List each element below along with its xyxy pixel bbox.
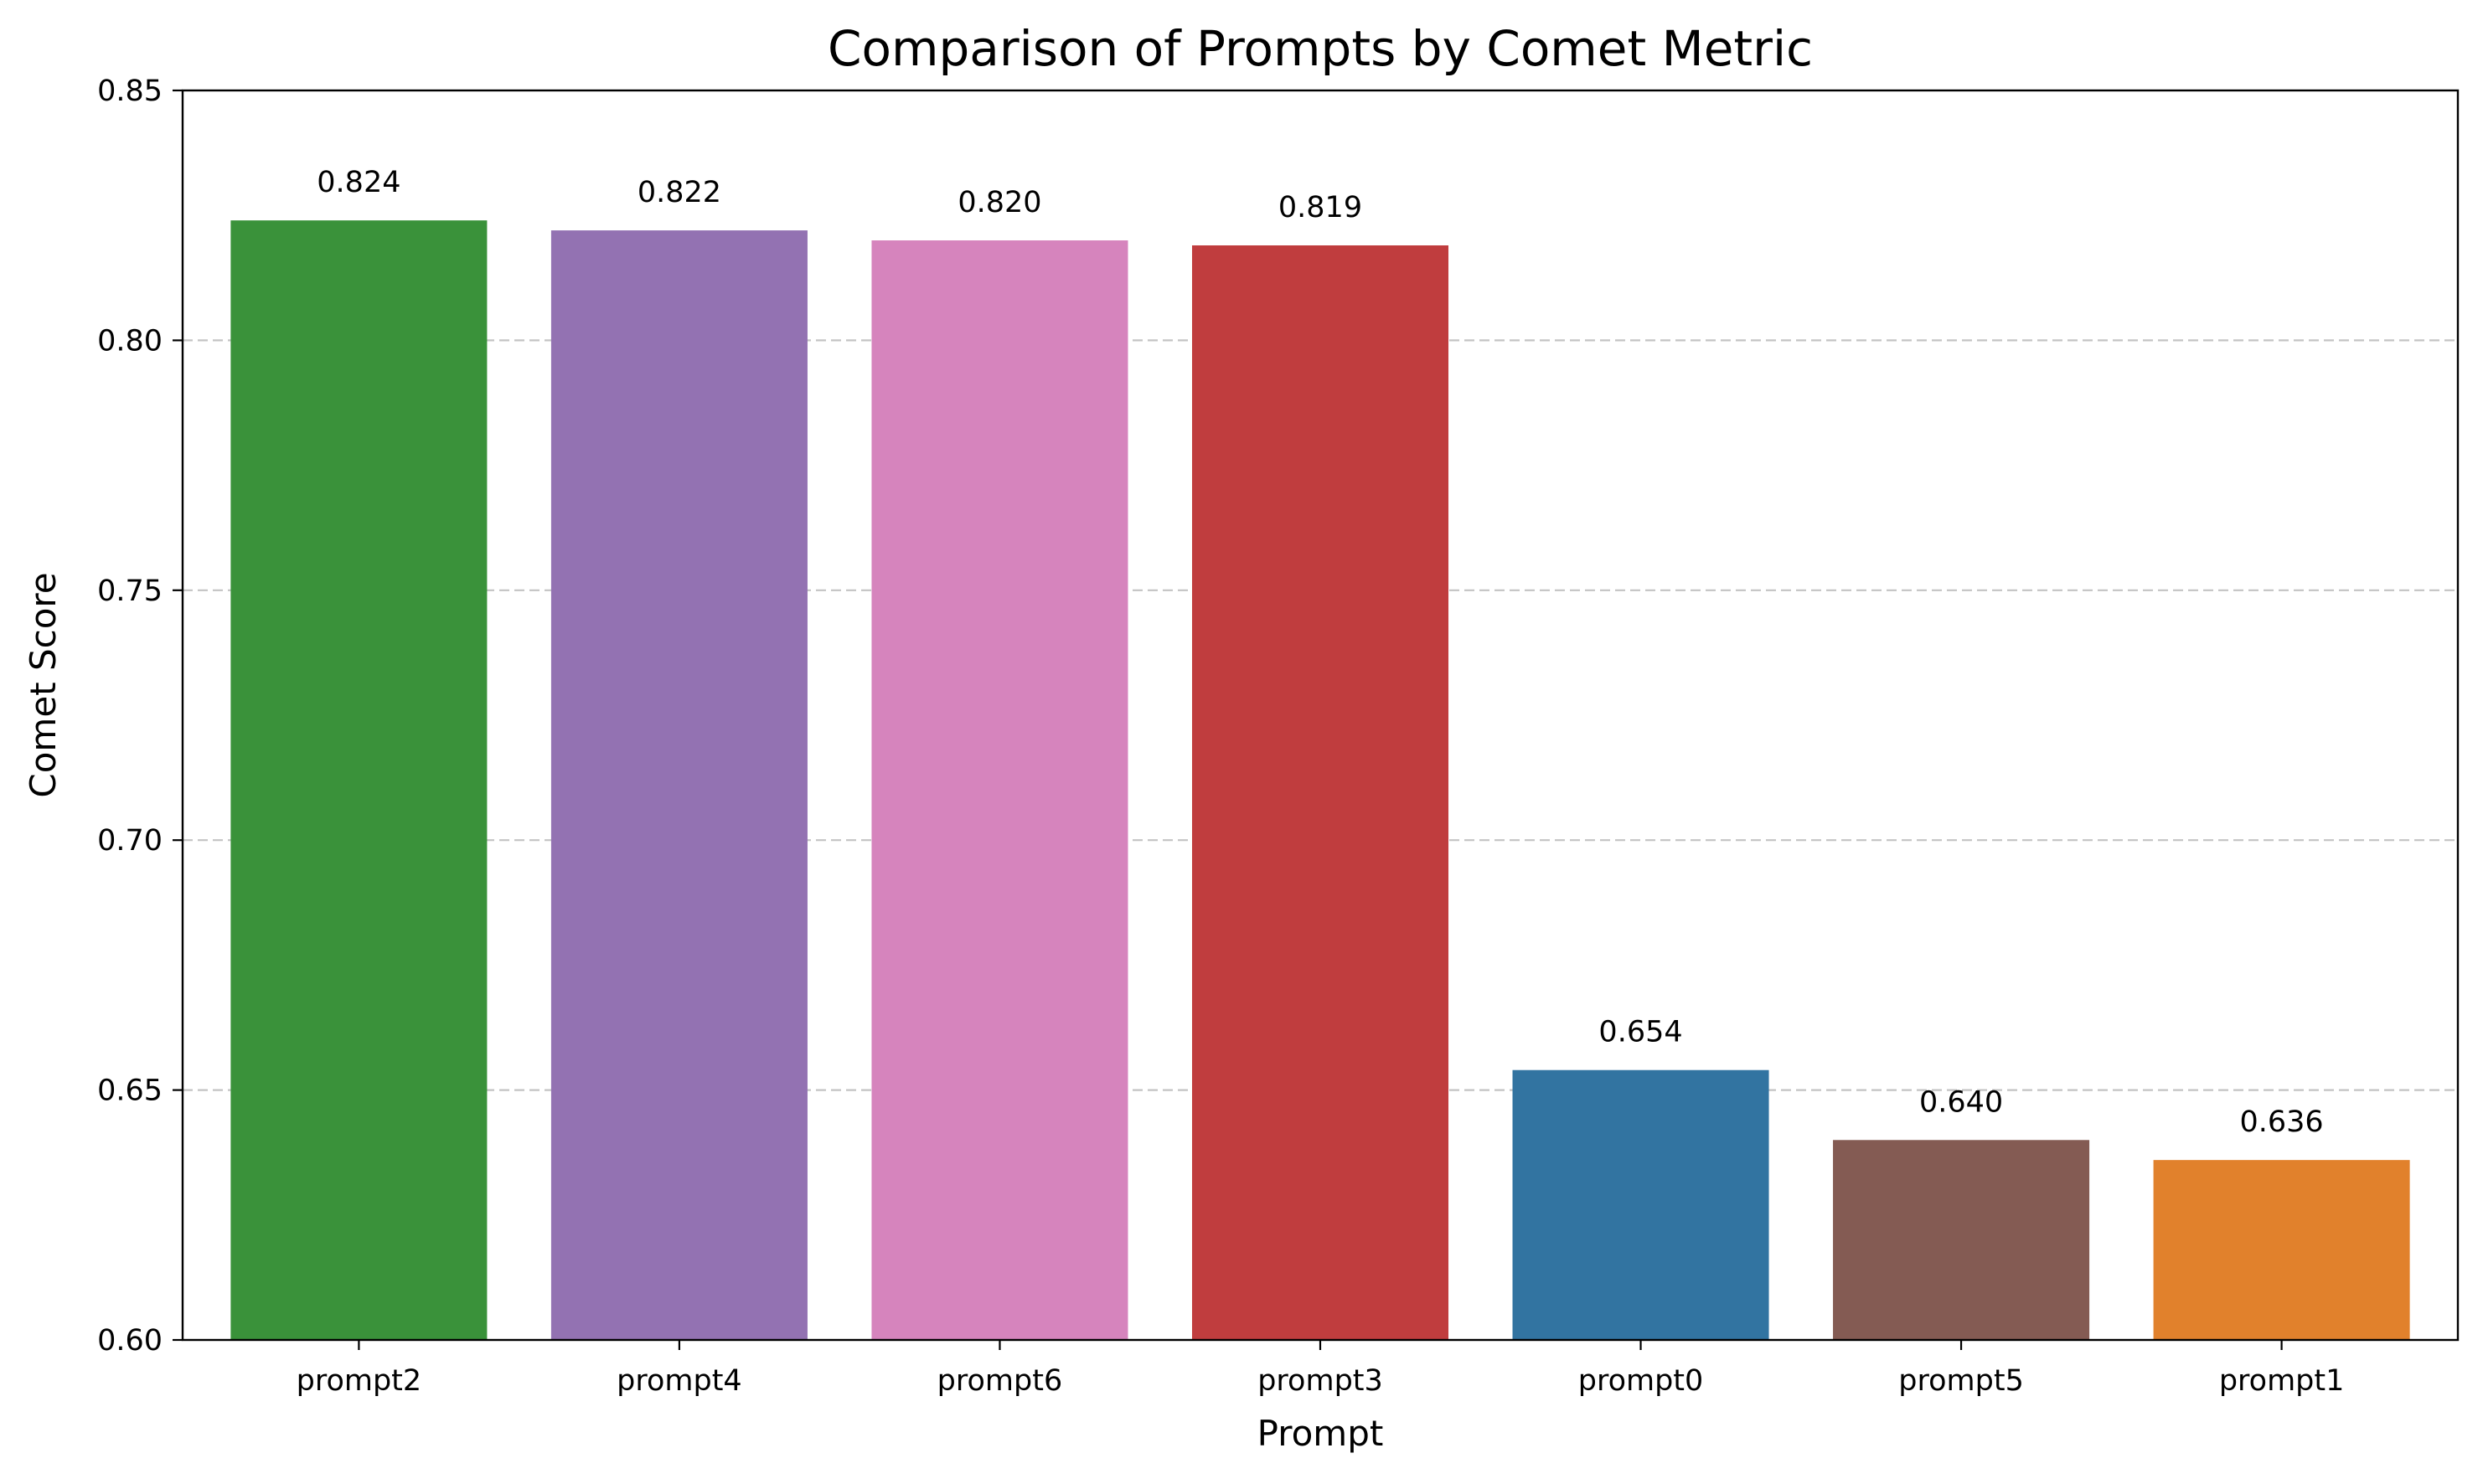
plot-frame [181, 89, 2460, 1342]
data-label-prompt2: 0.824 [317, 166, 400, 199]
bars [230, 220, 2410, 1341]
y-tick-label: 0.75 [97, 575, 163, 608]
y-tick-label: 0.85 [97, 75, 163, 108]
bar-prompt4 [550, 230, 808, 1340]
y-tick-label: 0.80 [97, 324, 163, 358]
x-tick-label-prompt5: prompt5 [1898, 1364, 2024, 1398]
x-tick-label-prompt3: prompt3 [1257, 1364, 1383, 1398]
x-tick-label-prompt2: prompt2 [297, 1364, 422, 1398]
chart-title: Comparison of Prompts by Comet Metric [828, 20, 1813, 77]
x-tick-label-prompt4: prompt4 [617, 1364, 742, 1398]
bar-prompt5 [1833, 1140, 2090, 1340]
y-tick-label: 0.70 [97, 824, 163, 858]
axes: 0.60 0.65 0.70 0.75 0.80 0.85 prompt2 prompt4 pr… [97, 75, 2460, 1398]
x-axis-label: Prompt [1257, 1413, 1384, 1454]
data-label-prompt4: 0.822 [638, 176, 721, 209]
bar-prompt6 [871, 240, 1128, 1340]
data-label-prompt5: 0.640 [1919, 1085, 2003, 1119]
y-tick-label: 0.60 [97, 1324, 163, 1358]
data-label-prompt3: 0.819 [1278, 191, 1362, 224]
data-label-prompt0: 0.654 [1598, 1016, 1682, 1049]
bar-prompt0 [1512, 1069, 1769, 1340]
y-axis-label: Comet Score [23, 572, 64, 797]
x-tick-label-prompt6: prompt6 [937, 1364, 1063, 1398]
data-labels: 0.824 0.822 0.820 0.819 0.654 0.640 0.636 [317, 166, 2323, 1139]
bar-prompt2 [230, 220, 488, 1341]
x-tick-label-prompt1: prompt1 [2219, 1364, 2345, 1398]
data-label-prompt1: 0.636 [2240, 1105, 2324, 1139]
bar-prompt3 [1191, 245, 1449, 1340]
y-tick-label: 0.65 [97, 1074, 163, 1108]
bar-prompt1 [2153, 1160, 2410, 1340]
x-tick-label-prompt0: prompt0 [1578, 1364, 1704, 1398]
data-label-prompt6: 0.820 [958, 186, 1041, 219]
